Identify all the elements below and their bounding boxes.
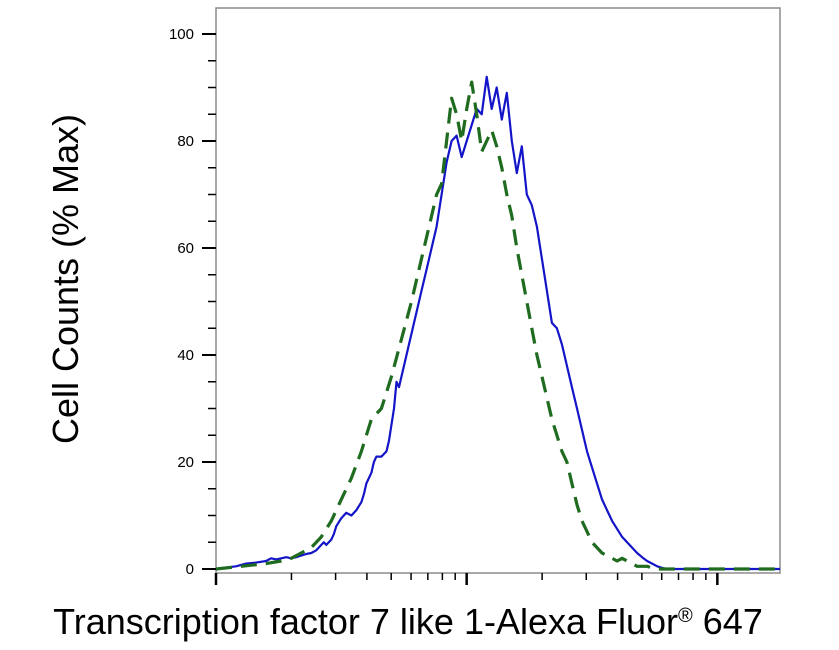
y-tick-label: 0 [186,561,194,578]
x-axis-title: Transcription factor 7 like 1-Alexa Fluo… [53,601,763,642]
y-tick-label: 100 [169,26,194,43]
dashed-histogram-line [215,80,780,571]
x-axis [214,573,719,585]
series-layer [215,75,780,571]
x-axis-title-registered-mark: ® [678,605,693,627]
x-axis-title-main: Transcription factor 7 like 1-Alexa Fluo… [53,601,678,642]
solid-histogram-line [215,75,780,571]
y-tick-label: 40 [177,347,194,364]
plot-frame [215,7,781,574]
x-axis-title-suffix: 647 [693,601,763,642]
y-tick-label: 20 [177,454,194,471]
y-axis-title: Cell Counts (% Max) [45,114,86,444]
y-axis: 0 20 40 60 80 100 [169,26,216,578]
y-tick-label: 80 [177,133,194,150]
y-tick-label: 60 [177,240,194,257]
